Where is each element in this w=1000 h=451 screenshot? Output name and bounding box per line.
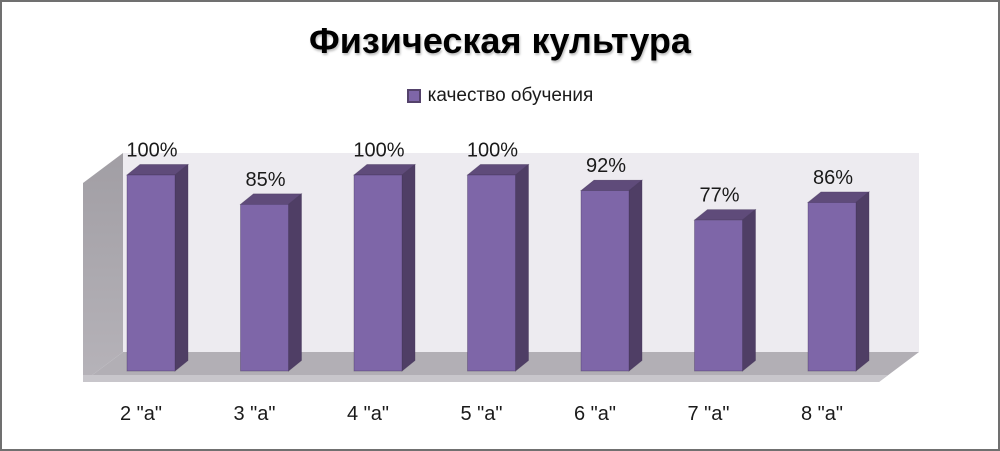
bar-3d — [580, 179, 643, 372]
bar-3d — [807, 191, 870, 372]
bar-3d — [693, 208, 757, 372]
bar-value-label: 85% — [245, 169, 285, 191]
bars-layer — [126, 163, 870, 372]
bar-3d — [126, 163, 189, 372]
legend-swatch-rect — [407, 89, 420, 102]
legend-swatch-border — [406, 88, 421, 103]
category-label: 3 "а" — [233, 403, 275, 425]
side-wall — [83, 153, 123, 382]
bar-value-label: 86% — [813, 167, 853, 189]
category-label: 5 "а" — [460, 403, 502, 425]
category-label: 8 "а" — [801, 403, 843, 425]
bar-3d — [466, 163, 530, 372]
category-label: 4 "а" — [347, 403, 389, 425]
chart-title: Физическая культура — [309, 20, 691, 61]
floor-front-bevel — [83, 375, 888, 382]
bar-value-label: 100% — [126, 140, 177, 162]
bar-value-label: 77% — [699, 185, 739, 207]
legend-series-label: качество обучения — [427, 85, 594, 106]
bar-value-label: 92% — [586, 155, 626, 177]
legend-swatch-icon — [406, 88, 421, 103]
bar-value-label: 100% — [467, 140, 518, 162]
labels-layer: 100% 2 "а" 85% 3 "а" 100% 4 "а" 100% 5 "а" 92% 6 … — [120, 140, 853, 426]
category-label: 2 "а" — [120, 403, 162, 425]
category-label: 6 "а" — [574, 403, 616, 425]
category-label: 7 "а" — [687, 403, 729, 425]
bar-3d — [353, 163, 416, 372]
bar-3d — [239, 193, 303, 372]
legend: качество обучения — [2, 86, 998, 105]
bar-value-label: 100% — [353, 140, 404, 162]
